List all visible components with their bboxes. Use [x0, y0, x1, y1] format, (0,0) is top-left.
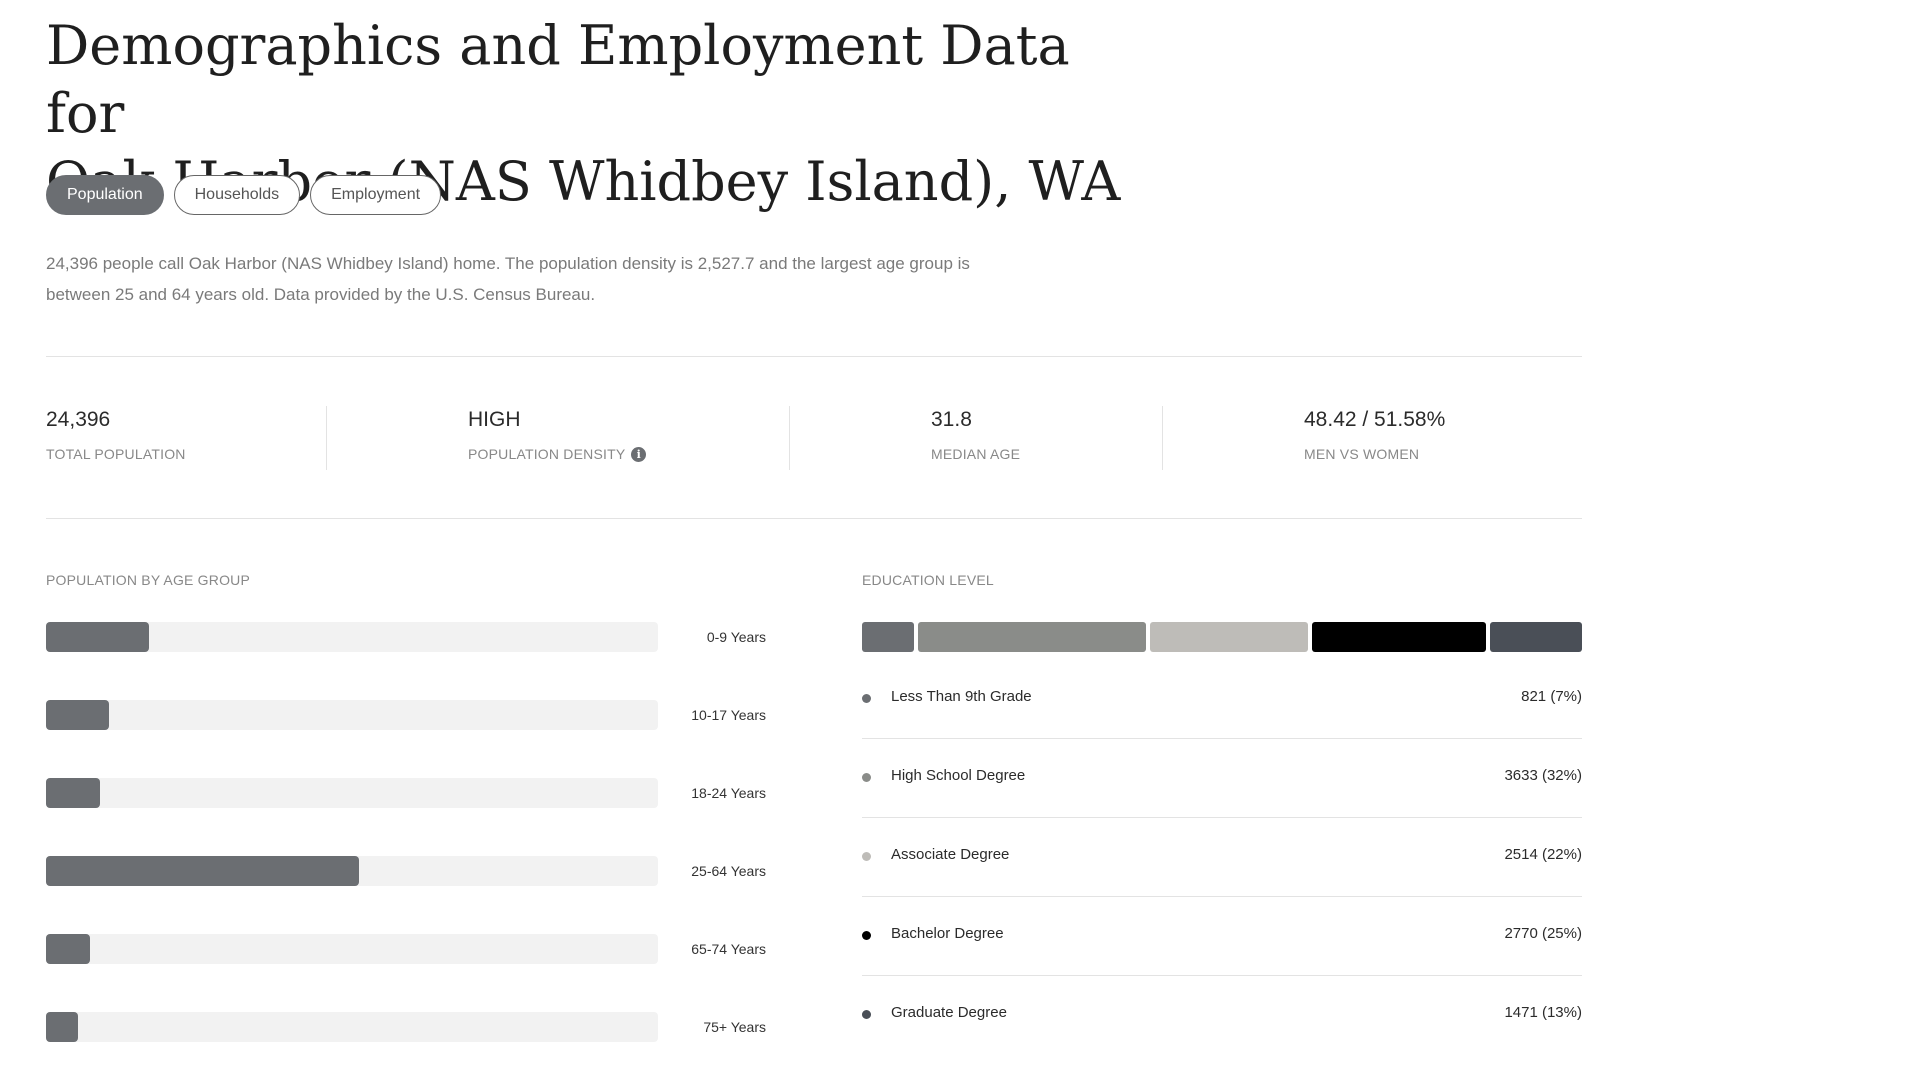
education-legend-row: High School Degree 3633 (32%)	[862, 739, 1582, 818]
education-bar-segment	[862, 622, 914, 652]
age-group-row: 0-9 Years	[46, 622, 766, 652]
tab-employment[interactable]: Employment	[310, 175, 442, 215]
age-bar-fill	[46, 700, 109, 730]
age-group-label: 0-9 Years	[706, 629, 766, 645]
age-bar-track	[46, 1012, 658, 1042]
education-bar-segment	[917, 622, 1146, 652]
legend-dot	[862, 1010, 871, 1019]
age-group-label: 25-64 Years	[691, 863, 766, 879]
stat-label: MEN VS WOMEN	[1304, 446, 1420, 462]
stat-separator	[1162, 406, 1163, 470]
stat-label: POPULATION DENSITY i	[468, 446, 647, 462]
age-group-row: 65-74 Years	[46, 934, 766, 964]
age-bar-fill	[46, 934, 90, 964]
info-icon[interactable]: i	[631, 446, 647, 462]
education-legend-row: Graduate Degree 1471 (13%)	[862, 976, 1582, 1055]
education-section-title: EDUCATION LEVEL	[862, 572, 994, 588]
stat-value: HIGH	[468, 408, 521, 431]
stat-value: 48.42 / 51.58%	[1304, 408, 1446, 431]
education-bar-segment	[1489, 622, 1582, 652]
stat-total-population: 24,396 TOTAL POPULATION	[46, 406, 186, 462]
age-group-label: 75+ Years	[703, 1019, 766, 1035]
education-level-name: Bachelor Degree	[891, 925, 1004, 942]
age-bar-track	[46, 700, 658, 730]
age-bar-track	[46, 778, 658, 808]
stat-label: TOTAL POPULATION	[46, 446, 186, 462]
stat-population-density: HIGH POPULATION DENSITY i	[468, 406, 647, 462]
education-bar-segment	[1311, 622, 1486, 652]
tab-bar: Population Households Employment	[46, 175, 442, 215]
education-level-name: Graduate Degree	[891, 1004, 1007, 1021]
education-level-value: 2770 (25%)	[1504, 925, 1582, 942]
tab-households[interactable]: Households	[173, 175, 301, 215]
age-bar-fill	[46, 622, 149, 652]
education-stacked-bar	[862, 622, 1582, 652]
age-group-label: 65-74 Years	[691, 941, 766, 957]
stat-separator	[326, 406, 327, 470]
stat-value: 24,396	[46, 408, 111, 431]
age-group-label: 18-24 Years	[691, 785, 766, 801]
education-level-value: 821 (7%)	[1521, 688, 1582, 705]
age-bar-fill	[46, 778, 100, 808]
age-group-row: 10-17 Years	[46, 700, 766, 730]
stat-value: 31.8	[931, 408, 972, 431]
tab-population[interactable]: Population	[46, 175, 164, 215]
age-bar-track	[46, 622, 658, 652]
age-group-row: 25-64 Years	[46, 856, 766, 886]
stat-separator	[789, 406, 790, 470]
population-description: 24,396 people call Oak Harbor (NAS Whidb…	[46, 248, 1066, 310]
education-bar-segment	[1149, 622, 1308, 652]
legend-dot	[862, 852, 871, 861]
education-level-value: 2514 (22%)	[1504, 846, 1582, 863]
education-level-value: 1471 (13%)	[1504, 1004, 1582, 1021]
education-level-name: High School Degree	[891, 767, 1026, 784]
stat-label: MEDIAN AGE	[931, 446, 1021, 462]
age-bar-track	[46, 934, 658, 964]
age-section-title: POPULATION BY AGE GROUP	[46, 572, 251, 588]
age-bar-fill	[46, 856, 359, 886]
education-level-name: Associate Degree	[891, 846, 1010, 863]
stat-men-vs-women: 48.42 / 51.58% MEN VS WOMEN	[1304, 406, 1445, 462]
description-line-2: between 25 and 64 years old. Data provid…	[46, 285, 596, 304]
education-level-value: 3633 (32%)	[1504, 767, 1582, 784]
age-group-label: 10-17 Years	[691, 707, 766, 723]
legend-dot	[862, 694, 871, 703]
divider-middle	[46, 518, 1582, 519]
age-group-row: 75+ Years	[46, 1012, 766, 1042]
education-legend-row: Bachelor Degree 2770 (25%)	[862, 897, 1582, 976]
page-title-line-1: Demographics and Employment Data for	[46, 14, 1070, 145]
stat-median-age: 31.8 MEDIAN AGE	[931, 406, 1020, 462]
stats-row: 24,396 TOTAL POPULATION HIGH POPULATION …	[46, 406, 1582, 470]
age-bar-fill	[46, 1012, 78, 1042]
legend-dot	[862, 931, 871, 940]
education-level-name: Less Than 9th Grade	[891, 688, 1032, 705]
age-bar-track	[46, 856, 658, 886]
description-line-1: 24,396 people call Oak Harbor (NAS Whidb…	[46, 254, 970, 273]
education-legend-row: Less Than 9th Grade 821 (7%)	[862, 660, 1582, 739]
divider-top	[46, 356, 1582, 357]
age-group-row: 18-24 Years	[46, 778, 766, 808]
education-legend-row: Associate Degree 2514 (22%)	[862, 818, 1582, 897]
legend-dot	[862, 773, 871, 782]
